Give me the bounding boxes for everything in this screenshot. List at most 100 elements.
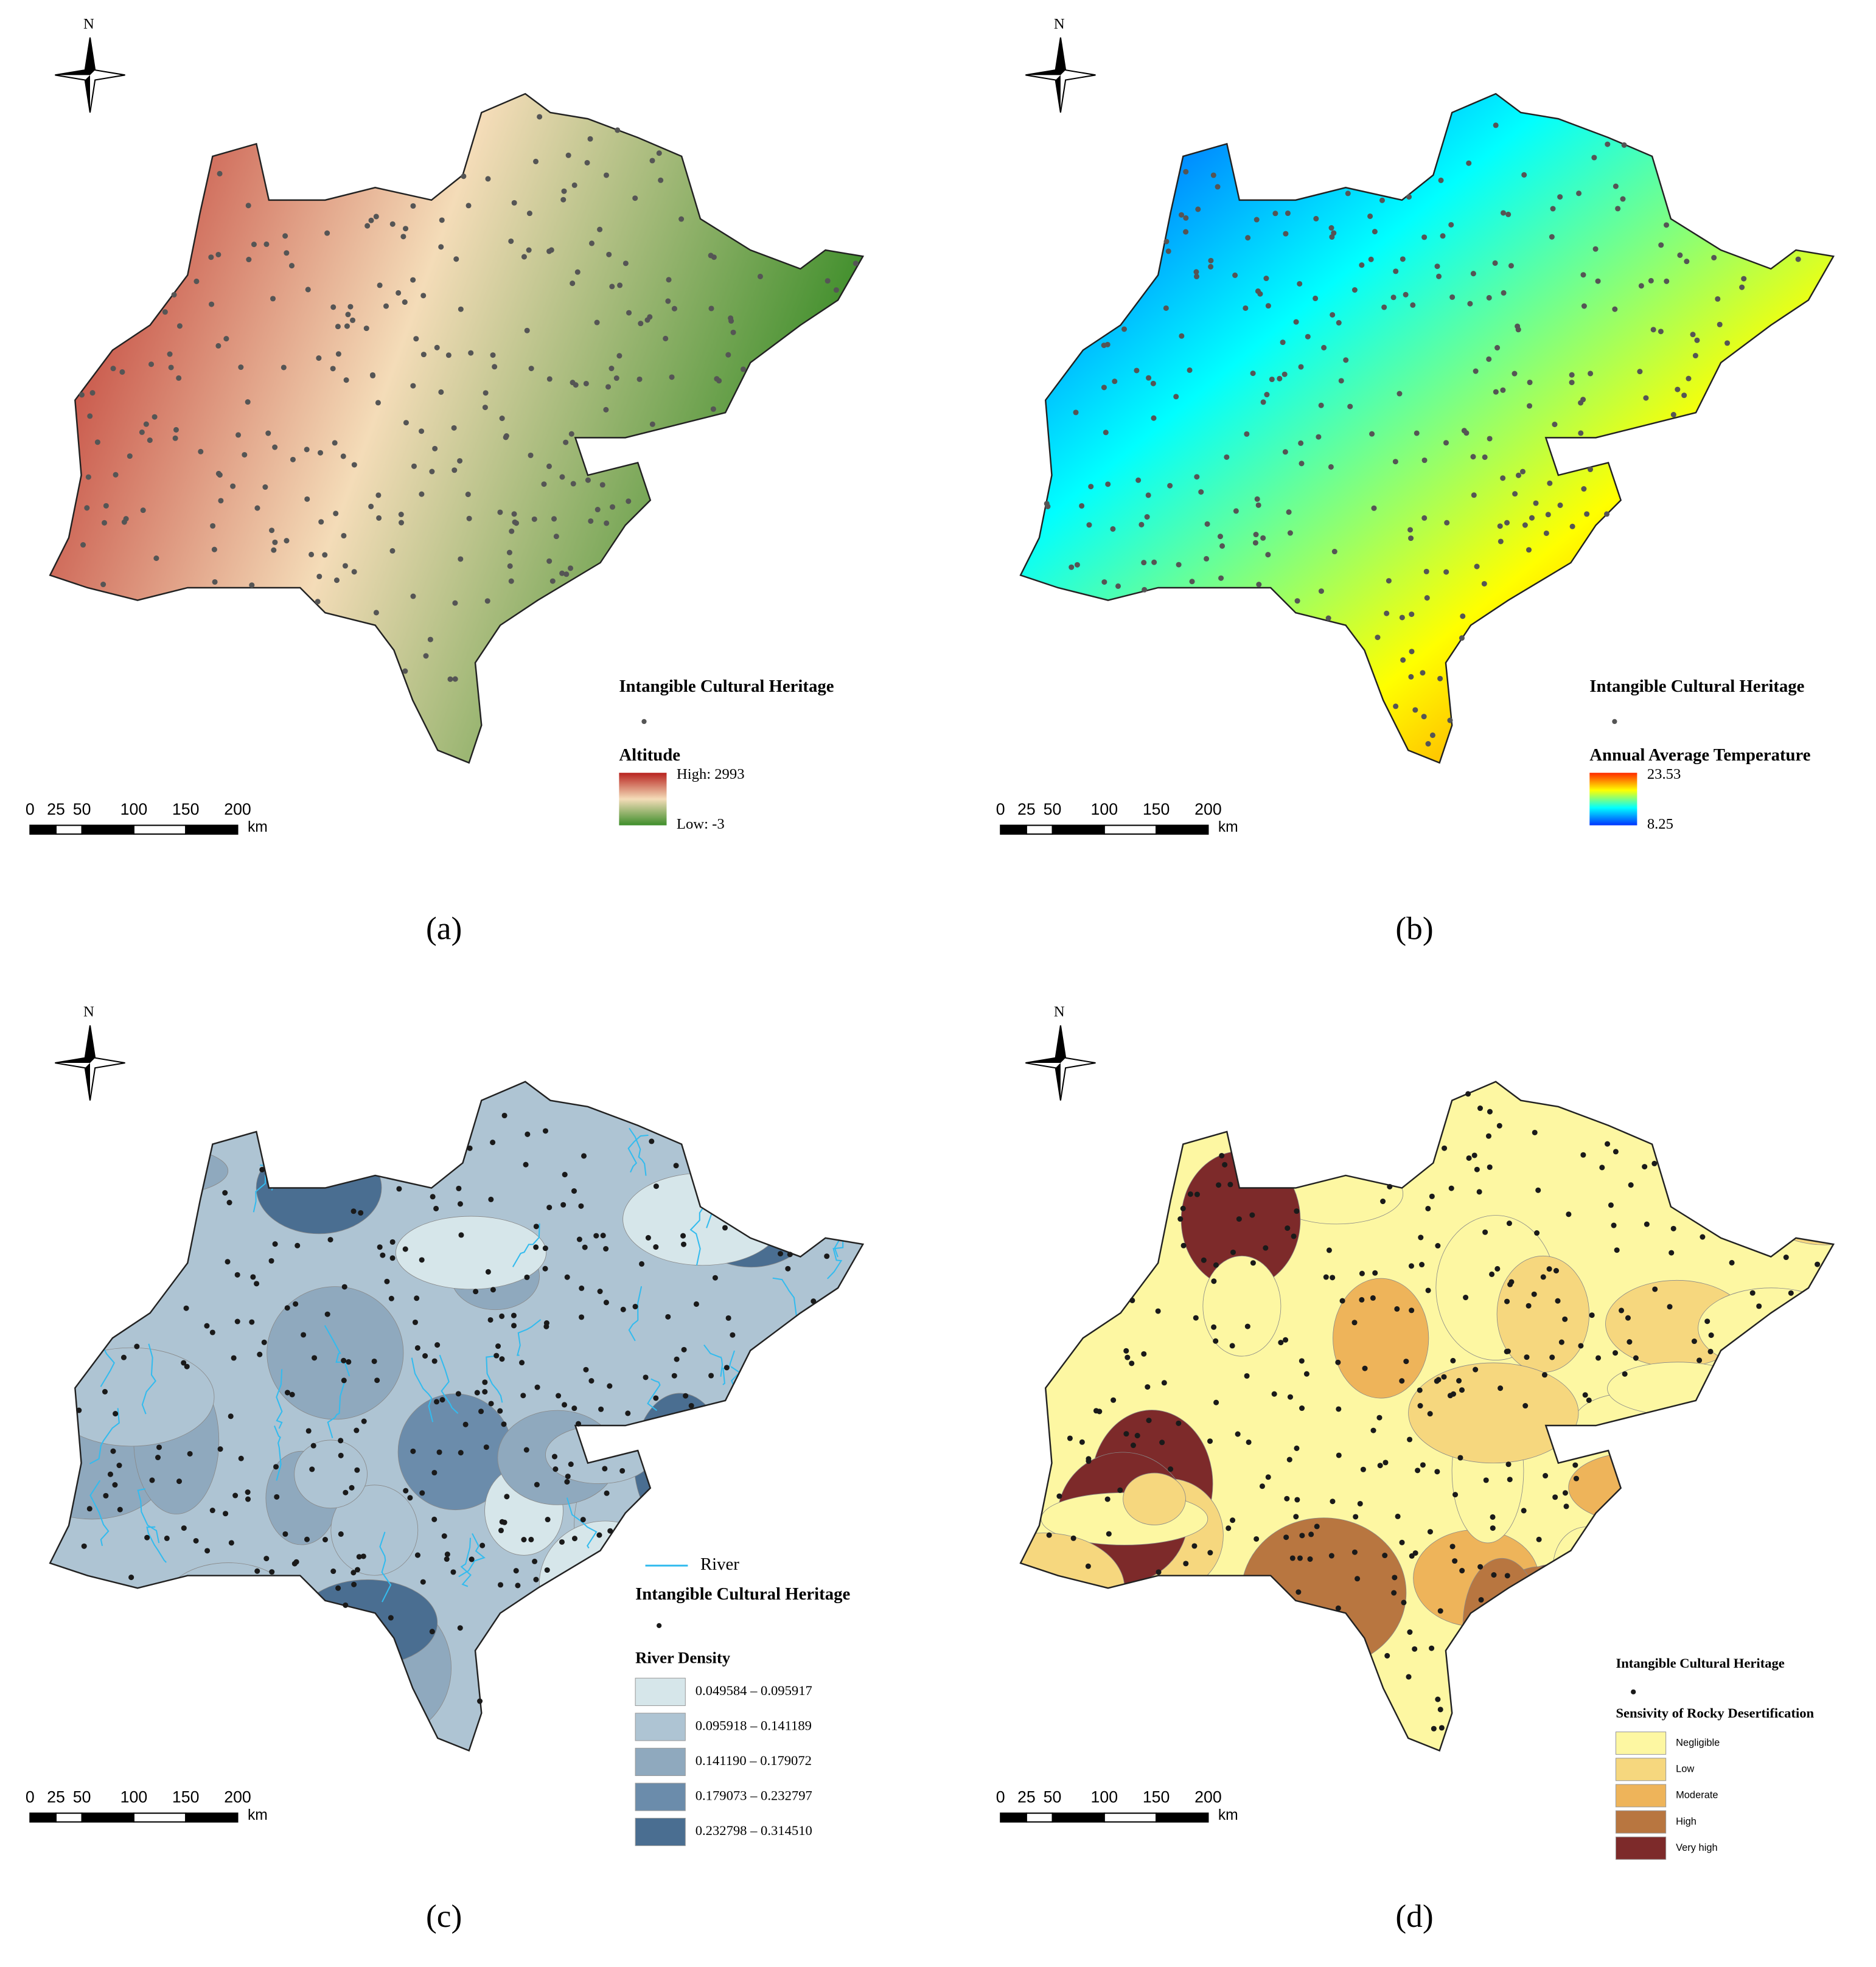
heritage-dot — [1180, 1242, 1187, 1248]
heritage-dot — [1244, 1373, 1250, 1379]
heritage-dot — [148, 361, 155, 367]
heritage-dot — [168, 364, 174, 371]
heritage-dot — [1272, 211, 1278, 217]
heritage-dot — [121, 519, 127, 525]
heritage-dot — [1485, 1133, 1492, 1139]
heritage-dot — [1526, 547, 1532, 553]
heritage-dot — [647, 314, 653, 320]
heritage-dot — [361, 1418, 367, 1424]
heritage-dot — [1392, 459, 1398, 465]
heritage-dot — [87, 413, 93, 419]
heritage-dot — [638, 321, 644, 327]
heritage-dot — [1141, 1351, 1147, 1357]
heritage-dot — [1336, 1452, 1342, 1458]
river — [647, 1378, 661, 1412]
heritage-dot — [1512, 371, 1518, 377]
heritage-dot — [1112, 378, 1118, 385]
heritage-dot — [304, 447, 310, 453]
heritage-dot — [1235, 1431, 1241, 1437]
heritage-dot — [1578, 430, 1584, 436]
heritage-dot — [1219, 1152, 1225, 1158]
heritage-dot — [1088, 484, 1094, 490]
heritage-dot — [450, 1569, 456, 1575]
heritage-dot — [173, 426, 179, 433]
heritage-dot — [603, 172, 610, 178]
heritage-dot — [1535, 1187, 1541, 1193]
heritage-dot — [1370, 1427, 1376, 1433]
heritage-dot — [127, 453, 133, 459]
heritage-dot — [560, 197, 567, 203]
heritage-dot — [364, 223, 371, 229]
heritage-dot — [1343, 357, 1349, 363]
heritage-dot — [468, 350, 474, 356]
heritage-dot — [1481, 580, 1487, 587]
heritage-dot — [568, 1461, 574, 1467]
heritage-dot — [1459, 635, 1465, 641]
heritage-dot — [284, 250, 290, 256]
scale-unit: km — [248, 819, 268, 835]
heritage-dot — [413, 336, 419, 342]
heritage-dot — [1471, 1152, 1477, 1158]
heritage-dot — [398, 520, 405, 526]
scale-segment — [185, 1812, 239, 1823]
heritage-dot — [553, 534, 559, 540]
heritage-dot — [1226, 1525, 1232, 1531]
heritage-dot — [1204, 555, 1210, 562]
heritage-dot — [1383, 1460, 1389, 1466]
heritage-dot — [212, 579, 218, 585]
heritage-dot — [511, 511, 517, 517]
heritage-dot — [1531, 1291, 1537, 1297]
zone — [1496, 1255, 1590, 1373]
heritage-dot — [1581, 486, 1587, 492]
heritage-dot — [1691, 1338, 1697, 1345]
heritage-dot — [653, 1395, 659, 1401]
heritage-dot — [757, 273, 763, 279]
heritage-dot — [1271, 1391, 1277, 1397]
heritage-dot — [561, 188, 567, 194]
heritage-dot — [1512, 491, 1518, 497]
heritage-dot — [1588, 466, 1594, 473]
heritage-dot — [1211, 1324, 1217, 1330]
heritage-dot — [1201, 1257, 1207, 1263]
legend-swatch — [635, 1677, 686, 1706]
heritage-dot — [710, 406, 716, 412]
heritage-dot — [291, 1561, 298, 1567]
heritage-dot — [396, 290, 402, 296]
heritage-dot — [1189, 579, 1195, 585]
scale-segment — [133, 824, 187, 835]
legend-dot — [1631, 1689, 1636, 1694]
heritage-dot — [234, 1272, 240, 1278]
heritage-dot — [588, 518, 594, 524]
heritage-dot — [615, 127, 621, 133]
heritage-dot — [208, 254, 214, 260]
heritage-dot — [116, 1463, 122, 1469]
heritage-dot — [117, 1506, 123, 1513]
heritage-dot — [519, 1360, 525, 1366]
heritage-dot — [600, 1233, 606, 1239]
heritage-dot — [462, 1421, 469, 1427]
river — [629, 1127, 647, 1176]
legend-swatch — [635, 1713, 686, 1741]
panel-caption: (b) — [1395, 910, 1433, 946]
heritage-dot — [1434, 263, 1440, 270]
heritage-dot — [1382, 1552, 1388, 1559]
heritage-dot — [269, 527, 275, 534]
heritage-dot — [453, 256, 459, 262]
heritage-dot — [1101, 385, 1107, 391]
heritage-dot — [411, 463, 417, 469]
heritage-dot — [499, 416, 505, 422]
heritage-dot — [1588, 371, 1594, 377]
heritage-dot — [542, 1128, 549, 1134]
heritage-dot — [419, 428, 425, 434]
heritage-dot — [217, 170, 223, 176]
heritage-dot — [1522, 522, 1528, 528]
heritage-dot — [1211, 1278, 1217, 1284]
heritage-dot — [86, 1506, 92, 1512]
heritage-dot — [1254, 217, 1260, 223]
heritage-dot — [1581, 303, 1587, 309]
heritage-dot — [467, 1145, 473, 1151]
heritage-dot — [269, 1569, 275, 1575]
scale-segment — [1156, 824, 1209, 835]
heritage-dot — [1741, 276, 1747, 282]
heritage-dot — [458, 1450, 464, 1456]
